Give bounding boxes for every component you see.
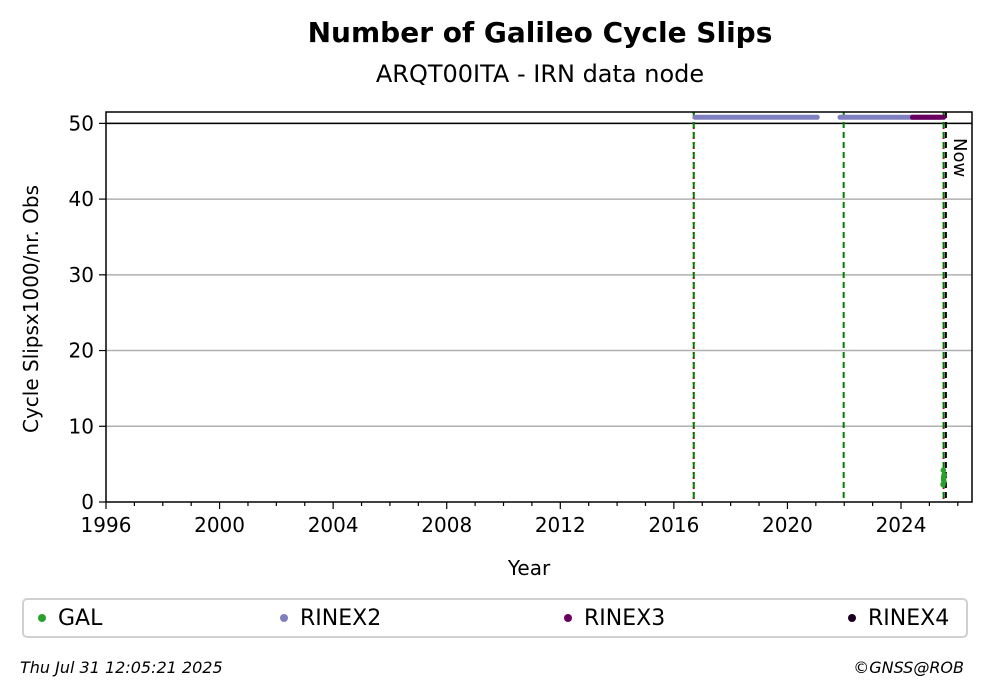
x-tick-label-2008: 2008 <box>421 513 472 537</box>
x-tick-label-1996: 1996 <box>81 513 132 537</box>
x-tick-label-2024: 2024 <box>876 513 927 537</box>
chart-subtitle: ARQT00ITA - IRN data node <box>375 60 705 88</box>
legend-label-gal: GAL <box>58 605 103 631</box>
footer-timestamp: Thu Jul 31 12:05:21 2025 <box>20 658 223 677</box>
legend-item-rinex4: RINEX4 <box>848 600 949 636</box>
x-tick-label-2020: 2020 <box>762 513 813 537</box>
legend-item-gal: GAL <box>38 600 102 636</box>
chart-title: Number of Galileo Cycle Slips <box>307 16 773 49</box>
x-tick-label-2012: 2012 <box>535 513 586 537</box>
x-tick-label-2016: 2016 <box>648 513 699 537</box>
legend-item-rinex3: RINEX3 <box>564 600 665 636</box>
x-tick-label-2004: 2004 <box>308 513 359 537</box>
x-tick-label-2000: 2000 <box>194 513 245 537</box>
legend-marker-rinex2 <box>280 614 288 622</box>
series-gal-point-4 <box>941 478 947 485</box>
now-label: Now <box>949 138 970 177</box>
y-tick-label-20: 20 <box>69 339 94 363</box>
legend-label-rinex2: RINEX2 <box>300 605 382 631</box>
y-tick-label-10: 10 <box>69 414 94 438</box>
x-axis-label: Year <box>507 556 551 580</box>
chart-legend: GAL RINEX2 RINEX3 RINEX4 <box>22 598 968 638</box>
series-gal-point-5 <box>940 474 947 480</box>
y-axis-label: Cycle Slipsx1000/nr. Obs <box>19 185 43 433</box>
legend-marker-rinex3 <box>564 614 572 622</box>
legend-marker-gal <box>38 614 46 622</box>
legend-label-rinex3: RINEX3 <box>584 605 666 631</box>
legend-item-rinex2: RINEX2 <box>280 600 381 636</box>
y-tick-label-50: 50 <box>69 111 94 135</box>
y-tick-label-30: 30 <box>69 263 94 287</box>
y-tick-label-40: 40 <box>69 187 94 211</box>
legend-marker-rinex4 <box>848 614 856 622</box>
footer-copyright: ©GNSS@ROB <box>853 658 964 677</box>
legend-label-rinex4: RINEX4 <box>868 605 950 631</box>
y-tick-label-0: 0 <box>81 490 94 514</box>
plot-frame <box>105 111 973 503</box>
series-gal-point-3 <box>940 467 947 473</box>
